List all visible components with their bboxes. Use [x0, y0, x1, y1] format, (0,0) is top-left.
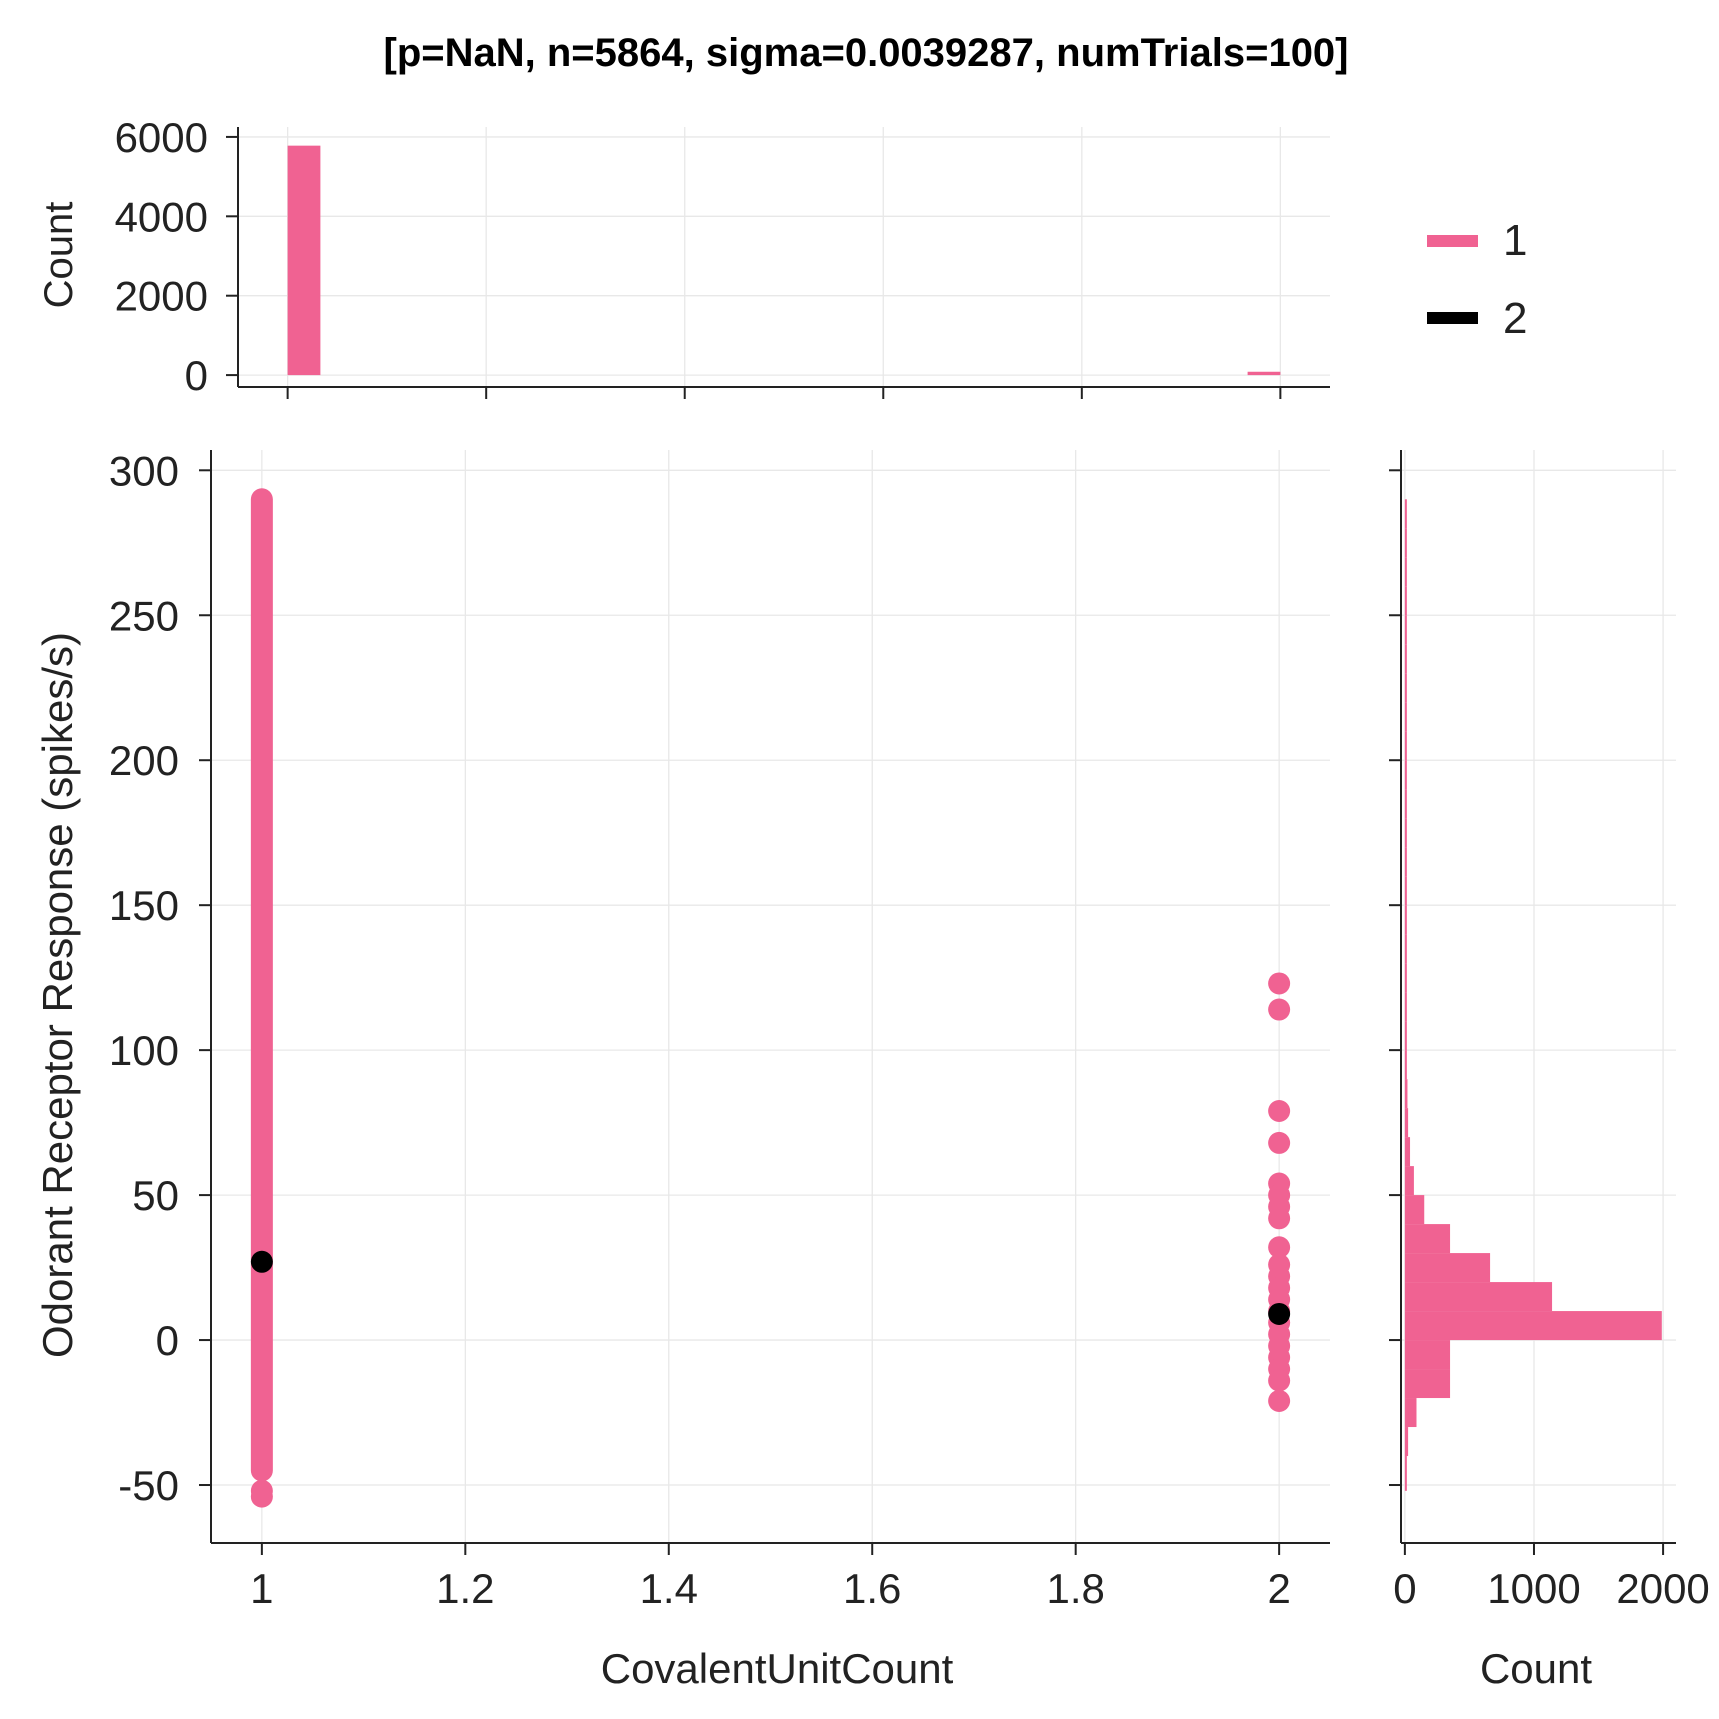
right-histogram-bar: [1404, 1050, 1407, 1080]
scatter-point-series-2: [250, 1250, 273, 1273]
top-histogram-grid: [238, 127, 1330, 387]
right-histogram-bar: [1404, 557, 1407, 587]
top-histogram-bar: [1247, 371, 1281, 376]
scatter-point-series-1: [1268, 1207, 1291, 1230]
scatter-points: [250, 972, 1291, 1508]
scatter-point-strip: [250, 488, 273, 1482]
right-histogram-bar: [1404, 528, 1407, 558]
right-histogram-bar: [1404, 1108, 1409, 1138]
right-histogram-bar: [1404, 789, 1407, 819]
right-histogram-bar: [1404, 1369, 1451, 1399]
scatter-ytick-label: 150: [109, 882, 179, 929]
legend-swatch-1: [1427, 235, 1478, 247]
legend-swatch-2: [1427, 312, 1478, 324]
scatter-ytick-label: 100: [109, 1027, 179, 1074]
scatter-ylabel: Odorant Receptor Response (spikes/s): [34, 632, 81, 1358]
right-histogram-xlabel: Count: [1480, 1645, 1592, 1692]
right-histogram-bar: [1404, 1282, 1553, 1312]
scatter-xtick-label: 1.4: [640, 1565, 698, 1612]
right-histogram-bar: [1404, 847, 1407, 877]
top-histogram-bar: [287, 145, 321, 376]
top-histogram-axes: 0 2000 4000 6000: [115, 114, 1330, 399]
top-histogram-panel: 0 2000 4000 6000 Count: [37, 114, 1330, 399]
right-histogram-bar: [1404, 615, 1407, 645]
right-histogram-bar: [1404, 1224, 1451, 1254]
right-histogram-bars: [1404, 499, 1662, 1491]
right-histogram-bar: [1404, 876, 1407, 906]
right-histogram-axes: 0 1000 2000: [1389, 450, 1710, 1612]
scatter-ytick-label: 50: [132, 1172, 179, 1219]
top-histogram-ytick-label: 2000: [115, 273, 208, 320]
scatter-point-series-1: [1268, 1369, 1291, 1392]
legend-label-2: 2: [1503, 294, 1527, 343]
scatter-ytick-label: 200: [109, 737, 179, 784]
right-histogram-bar: [1404, 1253, 1491, 1283]
right-histogram-bar: [1404, 499, 1407, 529]
scatter-point-series-1: [1268, 1389, 1291, 1412]
scatter-ytick-label: -50: [118, 1462, 179, 1509]
right-histogram-bar: [1404, 992, 1407, 1022]
right-histogram-bar: [1404, 644, 1407, 674]
right-histogram-xtick-label: 0: [1393, 1565, 1416, 1612]
scatter-axes: -50 0 50 100 150 200 250 300 1 1.2 1.4 1.6 1.8 2: [109, 447, 1330, 1612]
right-histogram-bar: [1404, 818, 1407, 848]
scatter-point-series-1: [1268, 998, 1291, 1021]
right-histogram-bar: [1404, 1195, 1425, 1225]
scatter-xtick-label: 1.2: [436, 1565, 494, 1612]
scatter-point-series-1: [1268, 1100, 1291, 1123]
legend: 1 2: [1427, 216, 1527, 343]
right-histogram-bar: [1404, 1166, 1414, 1196]
top-histogram-bars: [287, 145, 1281, 376]
right-histogram-bar: [1404, 934, 1407, 964]
scatter-panel: -50 0 50 100 150 200 250 300 1 1.2 1.4 1.6 1.8 2 Cova…: [34, 447, 1330, 1692]
scatter-xlabel: CovalentUnitCount: [601, 1645, 954, 1692]
right-histogram-bar: [1404, 702, 1407, 732]
scatter-ytick-label: 250: [109, 592, 179, 639]
scatter-point-series-1: [1268, 1236, 1291, 1259]
scatter-xtick-label: 1.8: [1046, 1565, 1104, 1612]
top-histogram-ylabel: Count: [37, 202, 81, 309]
right-histogram-bar: [1404, 1021, 1407, 1051]
right-histogram-panel: 0 1000 2000 Count: [1389, 450, 1710, 1692]
scatter-point-series-2: [1268, 1302, 1291, 1325]
right-histogram-xtick-label: 2000: [1616, 1565, 1709, 1612]
top-histogram-ytick-label: 4000: [115, 193, 208, 240]
scatter-grid: [211, 450, 1330, 1543]
legend-label-1: 1: [1503, 216, 1527, 265]
right-histogram-bar: [1404, 905, 1407, 935]
scatter-ytick-label: 0: [156, 1317, 179, 1364]
scatter-point-series-1: [250, 1485, 273, 1508]
scatter-point-series-1: [1268, 1131, 1291, 1154]
figure-title: [p=NaN, n=5864, sigma=0.0039287, numTria…: [384, 31, 1349, 75]
right-histogram-bar: [1404, 760, 1407, 790]
top-histogram-ytick-label: 6000: [115, 114, 208, 161]
scatter-xtick-label: 1.6: [843, 1565, 901, 1612]
scatter-xtick-label: 2: [1267, 1565, 1290, 1612]
scatter-point-series-1: [1268, 972, 1291, 995]
scatter-xtick-label: 1: [250, 1565, 273, 1612]
right-histogram-bar: [1404, 1427, 1409, 1457]
top-histogram-ytick-label: 0: [185, 352, 208, 399]
scatter-ytick-label: 300: [109, 447, 179, 494]
right-histogram-bar: [1404, 731, 1407, 761]
right-histogram-xtick-label: 1000: [1487, 1565, 1580, 1612]
scatter-strips: [250, 488, 273, 1482]
right-histogram-bar: [1404, 1079, 1408, 1109]
right-histogram-bar: [1404, 586, 1407, 616]
right-histogram-bar: [1404, 673, 1407, 703]
right-histogram-bar: [1404, 1311, 1662, 1341]
right-histogram-bar: [1404, 1398, 1417, 1428]
right-histogram-bar: [1404, 963, 1407, 993]
right-histogram-bar: [1404, 1456, 1407, 1491]
right-histogram-bar: [1404, 1340, 1451, 1370]
right-histogram-bar: [1404, 1137, 1411, 1167]
